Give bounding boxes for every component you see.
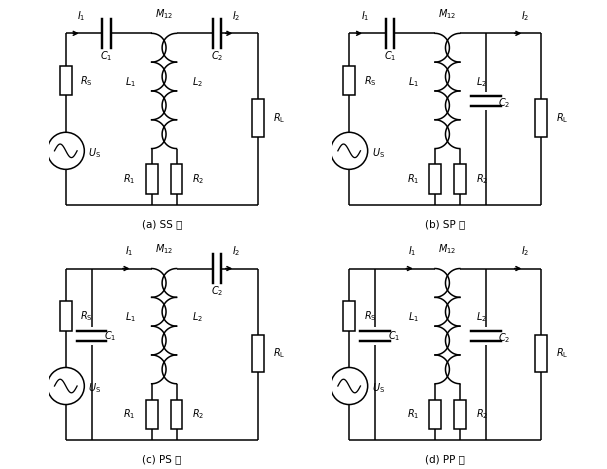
Text: $L_2$: $L_2$ <box>476 310 487 324</box>
Text: $R_2$: $R_2$ <box>192 172 205 186</box>
Bar <box>252 334 263 372</box>
Bar <box>171 400 182 429</box>
Text: $U_\mathrm{S}$: $U_\mathrm{S}$ <box>371 381 385 395</box>
Text: (c) PS 型: (c) PS 型 <box>142 454 181 464</box>
Text: $R_\mathrm{L}$: $R_\mathrm{L}$ <box>556 111 568 125</box>
Text: $C_2$: $C_2$ <box>498 332 510 346</box>
Bar <box>535 334 547 372</box>
Bar <box>429 164 441 194</box>
Text: $I_2$: $I_2$ <box>232 9 240 23</box>
Text: $C_1$: $C_1$ <box>384 49 396 63</box>
Text: $I_2$: $I_2$ <box>521 9 529 23</box>
Text: $L_2$: $L_2$ <box>192 75 203 89</box>
Text: $L_2$: $L_2$ <box>192 310 203 324</box>
Text: $R_\mathrm{S}$: $R_\mathrm{S}$ <box>364 74 376 88</box>
Text: $U_\mathrm{S}$: $U_\mathrm{S}$ <box>89 146 101 160</box>
Text: (d) PP 型: (d) PP 型 <box>426 454 465 464</box>
Text: $U_\mathrm{S}$: $U_\mathrm{S}$ <box>371 146 385 160</box>
Text: $L_1$: $L_1$ <box>125 75 136 89</box>
Text: $R_1$: $R_1$ <box>123 172 136 186</box>
Text: $R_1$: $R_1$ <box>407 172 419 186</box>
Text: $R_1$: $R_1$ <box>407 408 419 421</box>
Bar <box>146 400 158 429</box>
Text: $M_{12}$: $M_{12}$ <box>438 242 456 256</box>
Bar <box>146 164 158 194</box>
Text: $I_1$: $I_1$ <box>125 244 134 258</box>
Bar <box>429 400 441 429</box>
Text: $R_\mathrm{S}$: $R_\mathrm{S}$ <box>81 309 93 323</box>
Text: $M_{12}$: $M_{12}$ <box>155 242 173 256</box>
Text: $M_{12}$: $M_{12}$ <box>155 7 173 21</box>
Text: $R_\mathrm{L}$: $R_\mathrm{L}$ <box>273 111 285 125</box>
Text: $I_1$: $I_1$ <box>361 9 369 23</box>
Text: $R_\mathrm{S}$: $R_\mathrm{S}$ <box>364 309 376 323</box>
Text: $C_1$: $C_1$ <box>104 329 117 343</box>
Bar <box>454 164 466 194</box>
Text: $I_2$: $I_2$ <box>521 244 529 258</box>
Text: $U_\mathrm{S}$: $U_\mathrm{S}$ <box>89 381 101 395</box>
Text: $M_{12}$: $M_{12}$ <box>438 7 456 21</box>
Text: $I_1$: $I_1$ <box>408 244 416 258</box>
Text: $R_\mathrm{L}$: $R_\mathrm{L}$ <box>273 346 285 360</box>
Text: $C_2$: $C_2$ <box>211 49 223 63</box>
Text: (a) SS 型: (a) SS 型 <box>141 219 182 229</box>
Text: $R_2$: $R_2$ <box>476 172 488 186</box>
Text: (b) SP 型: (b) SP 型 <box>425 219 466 229</box>
Text: $R_\mathrm{L}$: $R_\mathrm{L}$ <box>556 346 568 360</box>
Text: $R_1$: $R_1$ <box>123 408 136 421</box>
Bar <box>60 66 72 96</box>
Bar <box>535 99 547 136</box>
Bar <box>60 301 72 331</box>
Bar <box>252 99 263 136</box>
Text: $R_2$: $R_2$ <box>192 408 205 421</box>
Text: $C_2$: $C_2$ <box>211 284 223 298</box>
Bar <box>344 301 355 331</box>
Text: $C_1$: $C_1$ <box>100 49 113 63</box>
Text: $L_1$: $L_1$ <box>408 310 419 324</box>
Bar <box>171 164 182 194</box>
Bar <box>454 400 466 429</box>
Text: $I_2$: $I_2$ <box>232 244 240 258</box>
Bar <box>344 66 355 96</box>
Text: $I_1$: $I_1$ <box>77 9 86 23</box>
Text: $R_2$: $R_2$ <box>476 408 488 421</box>
Text: $L_2$: $L_2$ <box>476 75 487 89</box>
Text: $R_\mathrm{S}$: $R_\mathrm{S}$ <box>81 74 93 88</box>
Text: $L_1$: $L_1$ <box>408 75 419 89</box>
Text: $L_1$: $L_1$ <box>125 310 136 324</box>
Text: $C_1$: $C_1$ <box>387 329 400 343</box>
Text: $C_2$: $C_2$ <box>498 97 510 110</box>
